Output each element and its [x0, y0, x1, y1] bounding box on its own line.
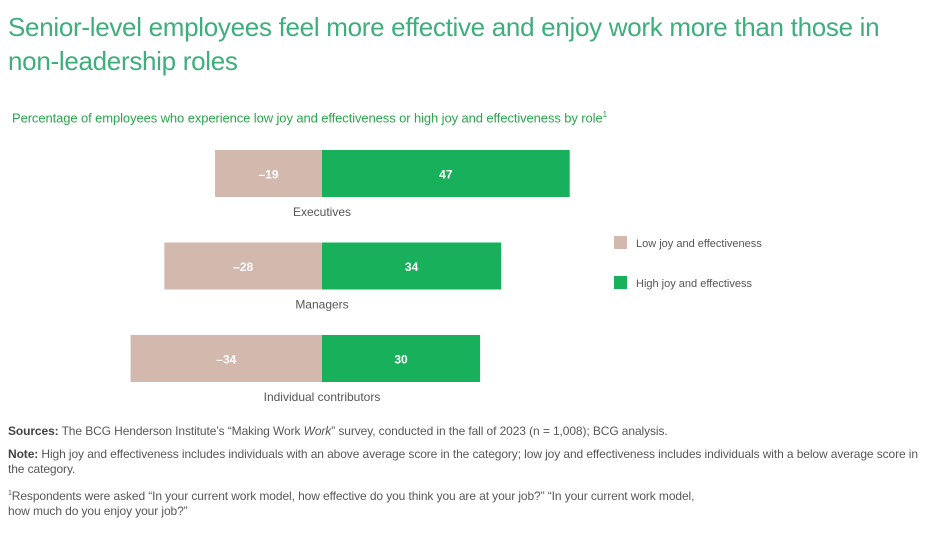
category-label: Managers — [295, 298, 348, 312]
bar-high-label: 34 — [405, 260, 419, 274]
note-label: Note: — [8, 447, 39, 461]
bar-low-label: –34 — [216, 353, 236, 367]
subtitle-footnote-mark: 1 — [602, 110, 607, 119]
chart-subtitle: Percentage of employees who experience l… — [12, 110, 607, 125]
category-label: Individual contributors — [264, 390, 381, 404]
footnote-mark: 1 — [8, 490, 12, 497]
note: Note: High joy and effectiveness include… — [8, 447, 923, 477]
legend-label: High joy and effectivess — [636, 278, 752, 290]
diverging-bar-chart: –19 47 Executives –28 34 Managers –34 30 Individ… — [130, 150, 762, 404]
category-label: Executives — [293, 205, 351, 219]
bar-high — [322, 150, 570, 197]
bar-high — [322, 335, 481, 382]
chart-title: Senior-level employees feel more effecti… — [8, 12, 880, 76]
sources-note: Sources: The BCG Henderson Institute’s “… — [8, 424, 668, 439]
footnote-text: Respondents were asked “In your current … — [8, 489, 695, 518]
sources-italic: Work — [303, 424, 332, 438]
footnote: 1Respondents were asked “In your current… — [8, 486, 708, 519]
bar-low — [130, 335, 322, 382]
legend-label: Low joy and effectiveness — [636, 238, 762, 250]
sources-text-1: The BCG Henderson Institute’s “Making Wo… — [58, 424, 304, 438]
bar-low — [215, 150, 322, 197]
sources-text-2: ” survey, conducted in the fall of 2023 … — [331, 424, 668, 438]
bar-high — [322, 242, 502, 290]
subtitle-text: Percentage of employees who experience l… — [12, 110, 603, 126]
note-text: High joy and effectiveness includes indi… — [8, 447, 918, 476]
legend-swatch — [614, 276, 627, 289]
bar-high-label: 30 — [394, 353, 408, 367]
bar-low-label: –28 — [233, 260, 253, 274]
bar-low-label: –19 — [258, 168, 278, 182]
bar-high-label: 47 — [439, 168, 453, 182]
legend-swatch — [614, 236, 627, 249]
sources-label: Sources: — [8, 424, 59, 438]
bar-low — [164, 242, 322, 290]
